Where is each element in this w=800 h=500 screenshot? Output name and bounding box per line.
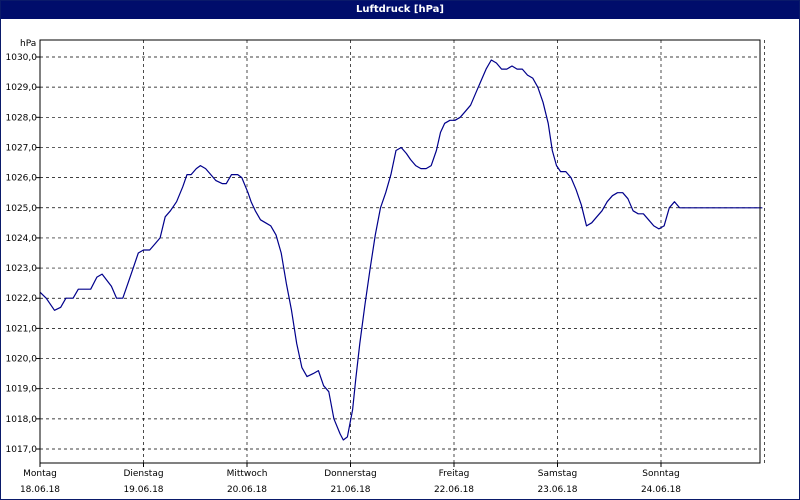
y-tick-label: 1025,0 [6, 204, 38, 214]
x-tick-day: Donnerstag [324, 469, 377, 479]
y-tick-label: 1017,0 [6, 445, 38, 455]
y-tick-label: 1023,0 [6, 264, 38, 274]
x-tick-date: 22.06.18 [434, 485, 474, 495]
x-tick-date: 24.06.18 [641, 485, 681, 495]
plot-frame [39, 39, 761, 464]
x-tick-date: 19.06.18 [123, 485, 163, 495]
y-tick-label: 1028,0 [6, 113, 38, 123]
x-tick-day: Montag [23, 469, 57, 479]
y-tick-label: 1019,0 [6, 385, 38, 395]
x-tick-day: Sonntag [642, 469, 679, 479]
x-tick-date: 18.06.18 [20, 485, 60, 495]
x-tick-day: Freitag [439, 469, 470, 479]
x-axis-ticks: Montag 18.06.18 Dienstag 19.06.18 Mittwoch 20… [20, 463, 681, 495]
y-axis-ticks: 1017,0 1018,0 1019,0 1020,0 1021,0 1022,0 1023… [6, 53, 40, 455]
x-tick-date: 23.06.18 [537, 485, 577, 495]
pressure-series-line [39, 59, 763, 441]
y-tick-label: 1024,0 [6, 234, 38, 244]
y-tick-label: 1030,0 [6, 53, 38, 63]
y-tick-label: 1018,0 [6, 415, 38, 425]
x-tick-day: Samstag [538, 469, 577, 479]
x-tick-date: 20.06.18 [227, 485, 267, 495]
y-tick-label: 1026,0 [6, 174, 38, 184]
x-tick-day: Mittwoch [227, 469, 268, 479]
x-tick-day: Dienstag [123, 469, 163, 479]
y-tick-label: 1027,0 [6, 143, 38, 153]
y-tick-label: 1029,0 [6, 83, 38, 93]
y-axis-label: hPa [20, 39, 36, 49]
grid-lines [40, 40, 765, 463]
y-tick-label: 1022,0 [6, 294, 38, 304]
y-tick-label: 1021,0 [6, 324, 38, 334]
x-tick-date: 21.06.18 [330, 485, 370, 495]
y-tick-label: 1020,0 [6, 355, 38, 365]
window-title: Luftdruck [hPa] [1, 1, 799, 19]
plot-series [39, 59, 763, 441]
